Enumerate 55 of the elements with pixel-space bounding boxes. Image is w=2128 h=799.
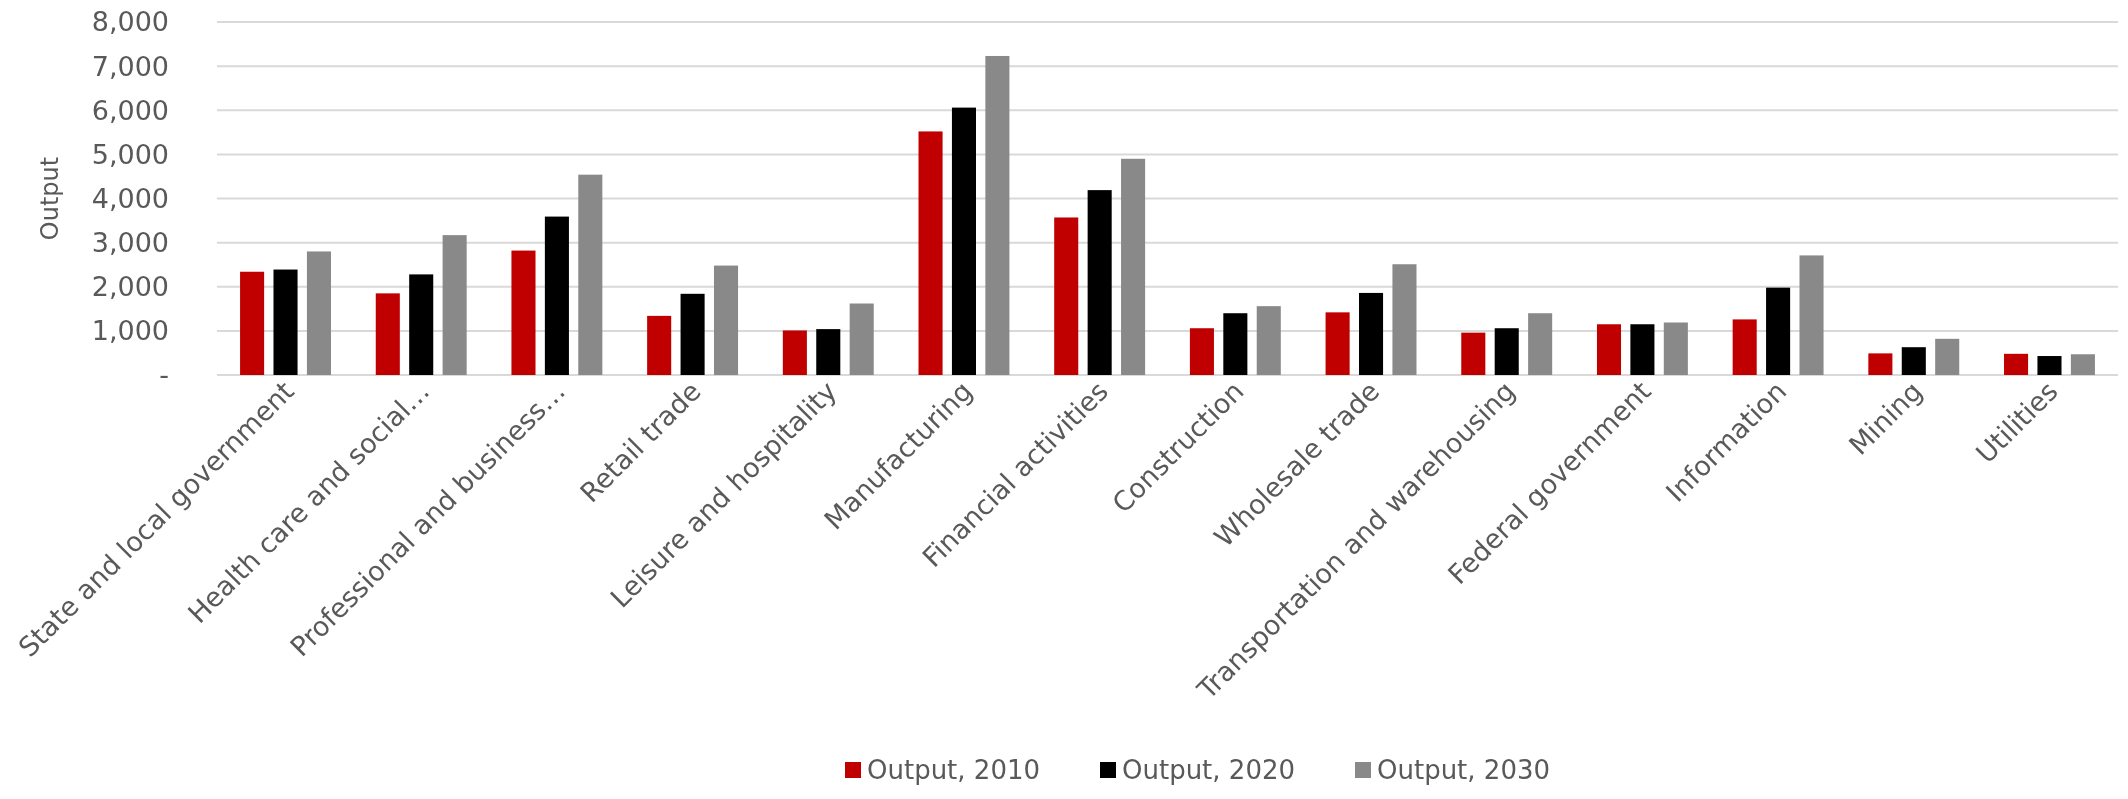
y-tick-label: 5,000 bbox=[91, 138, 169, 170]
y-tick-label: - bbox=[159, 359, 169, 391]
bar bbox=[849, 303, 874, 375]
bar bbox=[409, 274, 434, 375]
bar bbox=[713, 265, 739, 375]
bar bbox=[2004, 353, 2029, 375]
bar bbox=[442, 235, 467, 375]
bar bbox=[1189, 328, 1214, 375]
y-tick-label: 4,000 bbox=[91, 182, 169, 214]
y-tick-label: 2,000 bbox=[91, 271, 169, 303]
legend-label: Output, 2010 bbox=[867, 755, 1041, 786]
bar bbox=[918, 131, 943, 375]
bar bbox=[1392, 264, 1417, 375]
y-tick-label: 3,000 bbox=[91, 227, 169, 259]
y-tick-label: 8,000 bbox=[91, 6, 169, 38]
bar bbox=[1256, 306, 1281, 375]
bar bbox=[1630, 324, 1655, 375]
y-tick-label: 7,000 bbox=[91, 50, 169, 82]
bar bbox=[1223, 313, 1248, 375]
bar bbox=[2037, 356, 2062, 375]
bar bbox=[1325, 312, 1350, 375]
bar bbox=[816, 329, 841, 375]
bar bbox=[2070, 354, 2095, 375]
bar bbox=[1732, 319, 1757, 375]
bar bbox=[1868, 353, 1893, 375]
bar bbox=[782, 330, 807, 375]
bar bbox=[1461, 332, 1486, 375]
bar bbox=[1121, 158, 1146, 375]
bar bbox=[240, 271, 265, 375]
y-axis-title: Output bbox=[36, 156, 64, 241]
bar bbox=[375, 293, 400, 375]
bar bbox=[1901, 347, 1926, 375]
bar bbox=[1663, 322, 1688, 375]
y-tick-label: 6,000 bbox=[91, 94, 169, 126]
bar bbox=[1087, 190, 1112, 375]
bar bbox=[1935, 338, 1960, 375]
bar bbox=[1494, 328, 1519, 375]
y-tick-label: 1,000 bbox=[91, 315, 169, 347]
bar bbox=[951, 107, 976, 375]
bar bbox=[680, 293, 705, 375]
legend-label: Output, 2020 bbox=[1122, 755, 1296, 786]
bar bbox=[1054, 217, 1079, 375]
bar bbox=[1766, 287, 1791, 375]
bar bbox=[273, 269, 298, 375]
bar bbox=[1799, 255, 1824, 375]
bar bbox=[647, 315, 672, 375]
bar bbox=[1359, 292, 1384, 375]
bar bbox=[511, 250, 536, 375]
bar bbox=[985, 55, 1010, 375]
bar bbox=[306, 251, 331, 375]
bar bbox=[544, 216, 569, 375]
bar bbox=[1596, 324, 1622, 375]
bar bbox=[578, 174, 603, 375]
legend-label: Output, 2030 bbox=[1377, 755, 1551, 786]
bar bbox=[1528, 313, 1553, 375]
